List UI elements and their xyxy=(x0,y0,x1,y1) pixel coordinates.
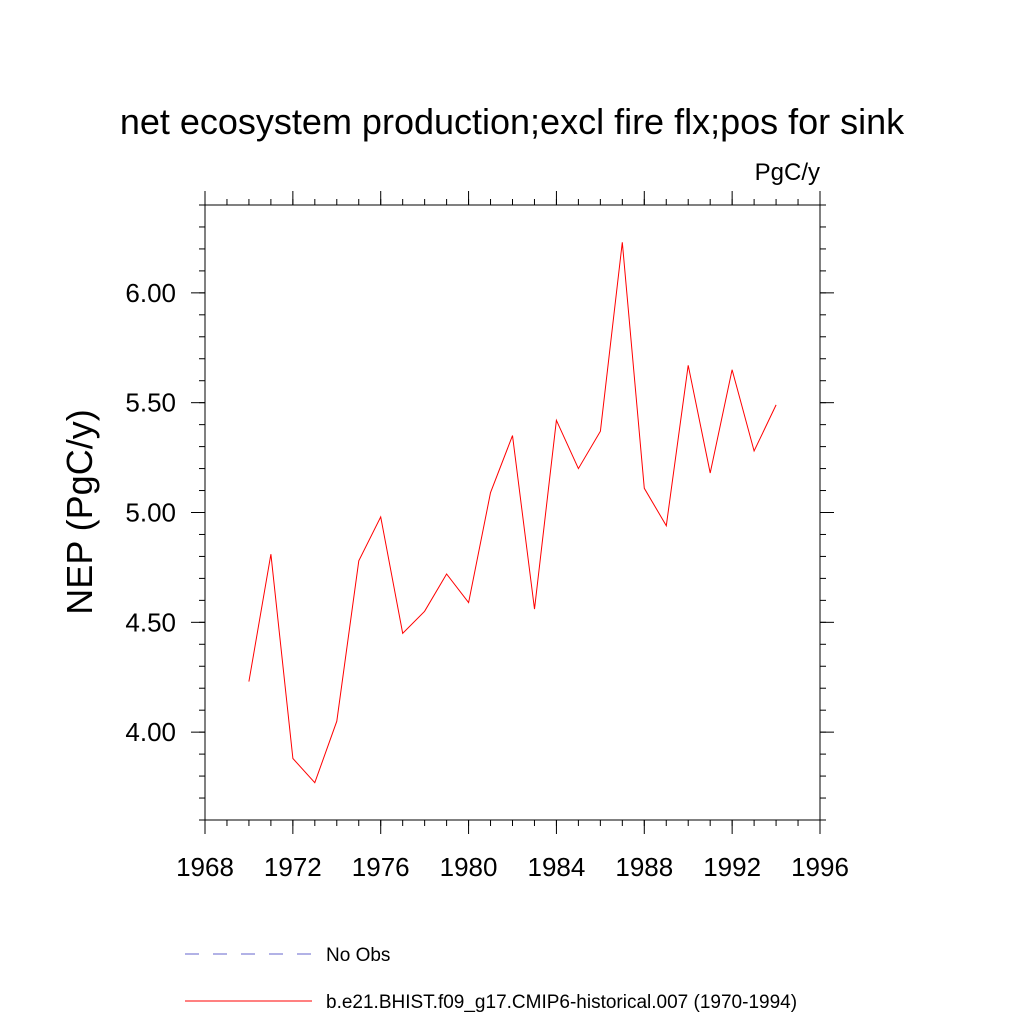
major-ticks xyxy=(191,191,834,834)
data-point xyxy=(445,573,448,576)
data-point xyxy=(247,680,250,683)
data-point xyxy=(511,434,514,437)
y-tick-label: 6.00 xyxy=(125,278,176,308)
data-point xyxy=(313,781,316,784)
plot-frame xyxy=(204,204,821,821)
x-tick-label: 1984 xyxy=(528,852,586,882)
data-point xyxy=(269,553,272,556)
data-point xyxy=(379,515,382,518)
data-point xyxy=(577,467,580,470)
data-point xyxy=(291,757,294,760)
data-point xyxy=(467,601,470,604)
x-tick-labels: 1968 1972 1976 1980 1984 1988 1992 1996 xyxy=(176,852,849,882)
x-tick-label: 1992 xyxy=(703,852,761,882)
chart-title: net ecosystem production;excl fire flx;p… xyxy=(120,101,905,142)
y-tick-label: 5.50 xyxy=(125,388,176,418)
y-tick-label: 5.00 xyxy=(125,498,176,528)
data-point xyxy=(775,403,778,406)
data-point xyxy=(621,241,624,244)
units-label: PgC/y xyxy=(755,159,820,186)
x-tick-label: 1968 xyxy=(176,852,234,882)
y-tick-labels: 4.00 4.50 5.00 5.50 6.00 xyxy=(125,278,176,747)
data-point xyxy=(401,632,404,635)
y-tick-label: 4.50 xyxy=(125,607,176,637)
data-point xyxy=(489,491,492,494)
legend-label: b.e21.BHIST.f09_g17.CMIP6-historical.007… xyxy=(326,992,797,1013)
series-lines xyxy=(247,241,778,784)
data-point xyxy=(709,472,712,475)
y-axis-label: NEP (PgC/y) xyxy=(59,409,100,614)
data-point xyxy=(731,368,734,371)
x-tick-label: 1980 xyxy=(440,852,498,882)
legend-label: No Obs xyxy=(326,945,390,966)
data-point xyxy=(423,610,426,613)
data-point xyxy=(335,720,338,723)
data-point xyxy=(533,608,536,611)
minor-ticks xyxy=(199,199,826,826)
data-point xyxy=(687,364,690,367)
x-tick-label: 1976 xyxy=(352,852,410,882)
data-point xyxy=(753,450,756,453)
data-point xyxy=(643,487,646,490)
data-point xyxy=(665,524,668,527)
legend: No Obs b.e21.BHIST.f09_g17.CMIP6-historic… xyxy=(185,945,797,1013)
x-tick-label: 1996 xyxy=(791,852,849,882)
x-tick-label: 1988 xyxy=(615,852,673,882)
data-point xyxy=(599,430,602,433)
data-point xyxy=(357,559,360,562)
x-tick-label: 1972 xyxy=(264,852,322,882)
y-tick-label: 4.00 xyxy=(125,717,176,747)
data-point xyxy=(555,419,558,422)
series-line xyxy=(248,242,777,784)
